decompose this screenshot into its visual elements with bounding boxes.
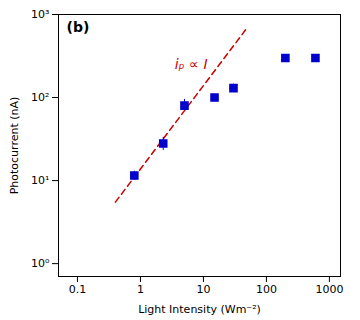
svg-text:0.1: 0.1 <box>69 283 87 296</box>
svg-text:1000: 1000 <box>315 283 343 296</box>
svg-text:iₚ ∝ I: iₚ ∝ I <box>175 56 208 72</box>
svg-text:10²: 10² <box>31 91 49 104</box>
svg-text:10³: 10³ <box>31 8 49 21</box>
svg-text:Photocurrent (nA): Photocurrent (nA) <box>8 97 21 195</box>
svg-text:10¹: 10¹ <box>31 174 49 187</box>
svg-text:10⁰: 10⁰ <box>31 257 50 270</box>
svg-text:(b): (b) <box>67 19 90 35</box>
svg-text:1: 1 <box>137 283 144 296</box>
svg-text:10: 10 <box>196 283 210 296</box>
svg-text:100: 100 <box>256 283 277 296</box>
svg-text:Light Intensity (Wm⁻²): Light Intensity (Wm⁻²) <box>138 303 261 316</box>
